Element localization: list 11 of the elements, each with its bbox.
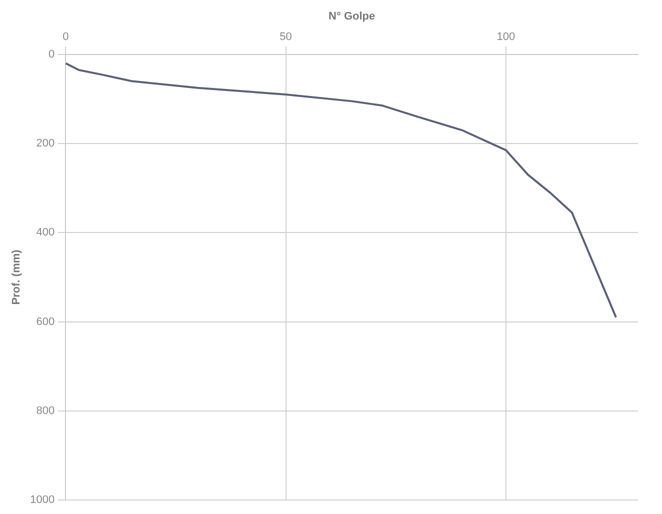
- x-tick-label: 0: [62, 30, 69, 43]
- y-tick-label: 0: [48, 48, 55, 60]
- x-tick-label: 50: [280, 30, 292, 43]
- y-tick-label: 200: [36, 138, 55, 150]
- y-tick-label: 600: [36, 316, 55, 328]
- y-axis-title: Prof. (mm): [10, 249, 23, 305]
- y-tick-label: 400: [36, 226, 55, 239]
- x-axis-title: N° Golpe: [328, 10, 376, 23]
- x-tick-label: 100: [496, 30, 516, 43]
- y-tick-label: 800: [36, 404, 55, 417]
- y-tick-label: 1000: [30, 494, 55, 506]
